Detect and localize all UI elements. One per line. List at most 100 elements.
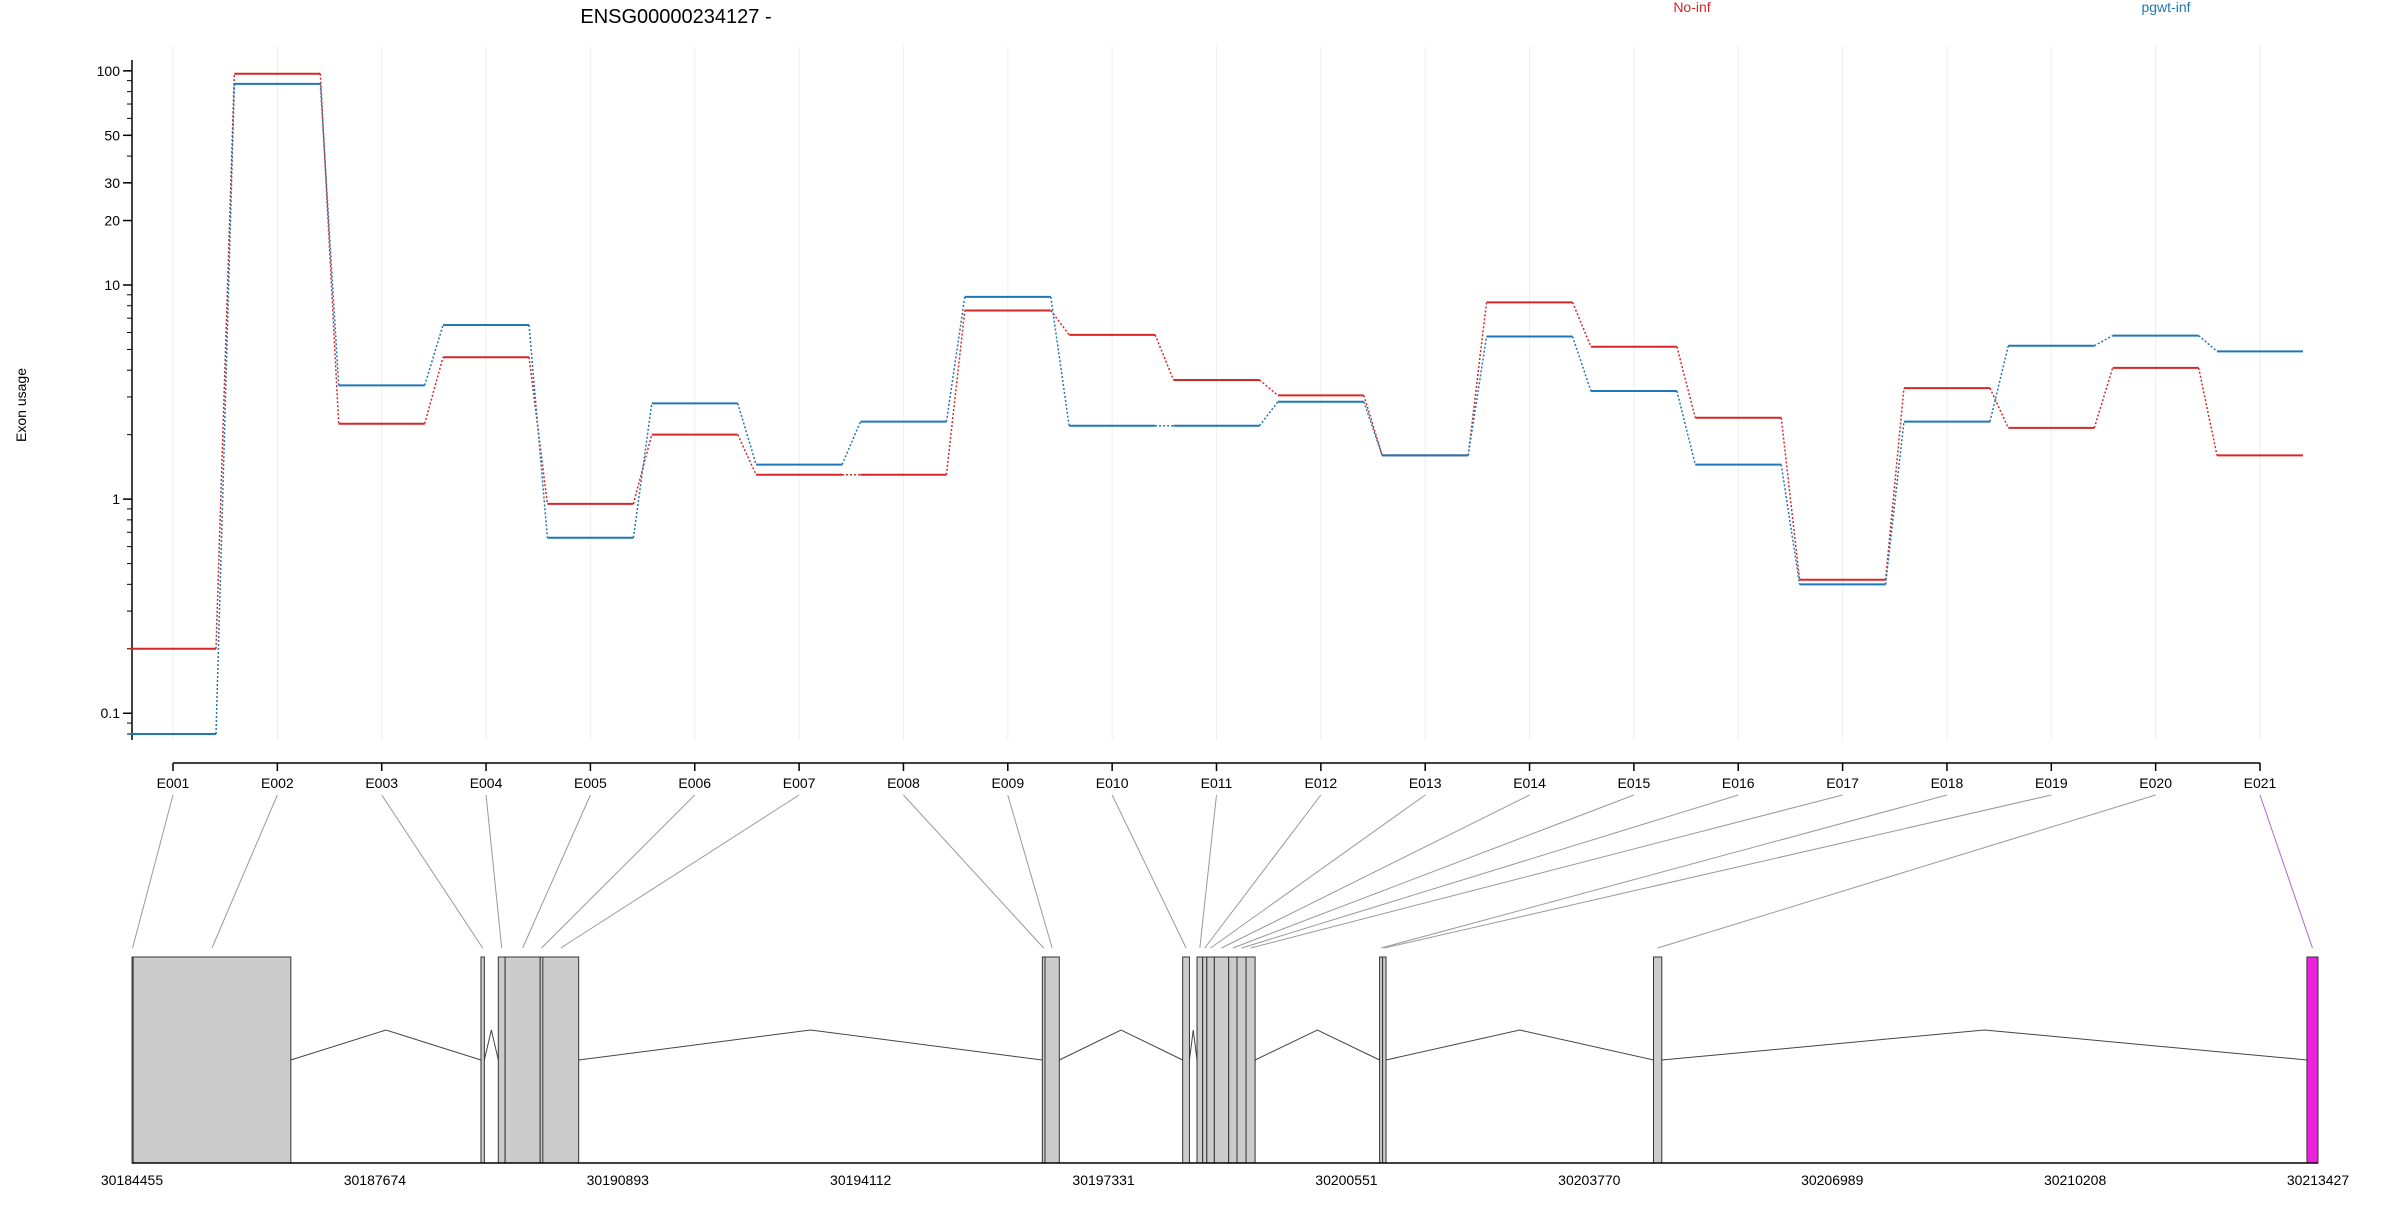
exon-box — [1196, 956, 1204, 1164]
series-transition — [1989, 387, 2009, 429]
intron — [1661, 1029, 2307, 1061]
exon-connector — [1221, 794, 1530, 949]
gene-model: 30184455 30187674 30190893 30194112 30197331… — [101, 956, 2350, 1188]
coord-tick-label: 30200551 — [1315, 1172, 1378, 1188]
coord-tick-label: 30213427 — [2287, 1172, 2350, 1188]
series-transition — [1154, 334, 1175, 381]
series-transition — [1780, 464, 1801, 585]
series-transition — [1363, 401, 1383, 456]
exon-box — [2306, 956, 2319, 1164]
x-tick-label: E015 — [1618, 775, 1651, 791]
exon-connector — [1241, 794, 1739, 949]
exon-box — [1245, 956, 1256, 1164]
coord-tick-label: 30206989 — [1801, 1172, 1864, 1188]
x-tick-label: E019 — [2035, 775, 2068, 791]
coord-tick-label: 30194112 — [830, 1172, 891, 1188]
legend-label-pgwt-inf: pgwt-inf — [2141, 0, 2190, 15]
series-transition — [632, 403, 653, 538]
series-transition — [945, 310, 966, 475]
exon-connector — [381, 794, 484, 949]
x-tick-label: E003 — [365, 775, 398, 791]
series-transition — [423, 324, 444, 386]
intron — [1254, 1029, 1380, 1061]
series-pgwt-inf — [130, 82, 2303, 735]
series-transition — [423, 357, 444, 424]
exon-box — [542, 956, 580, 1164]
series-transition — [1676, 390, 1696, 465]
exon-box — [1382, 956, 1387, 1164]
exon-connectors — [132, 794, 2313, 949]
x-tick-label: E014 — [1513, 775, 1546, 791]
x-tick-label: E009 — [991, 775, 1024, 791]
series-transition — [1780, 417, 1801, 580]
x-tick-label: E012 — [1304, 775, 1337, 791]
y-axis: 100 50 30 20 10 1 0.1 — [97, 60, 133, 740]
y-tick-label: 50 — [104, 127, 120, 143]
intron — [290, 1029, 482, 1061]
coord-tick-label: 30190893 — [587, 1172, 650, 1188]
intron — [1059, 1029, 1183, 1061]
exon-box — [1652, 956, 1663, 1164]
x-tick-label: E005 — [574, 775, 607, 791]
y-tick-label: 100 — [97, 63, 121, 79]
series-transition — [2093, 334, 2114, 347]
series-transition — [2197, 367, 2218, 456]
series-transition — [528, 324, 549, 538]
series-transition — [1676, 346, 1696, 418]
exon-connector — [1380, 794, 1948, 949]
intron — [483, 1029, 499, 1061]
exon-box — [1182, 956, 1190, 1164]
coord-tick-label: 30197331 — [1072, 1172, 1135, 1188]
x-tick-label: E018 — [1931, 775, 1964, 791]
x-tick-label: E006 — [678, 775, 711, 791]
series-transition — [1258, 401, 1279, 427]
series-transition — [737, 434, 757, 476]
x-tick-label: E021 — [2244, 775, 2277, 791]
exon-box — [1044, 956, 1060, 1164]
exon-connector — [132, 794, 174, 949]
exon-connector — [211, 794, 278, 949]
x-tick-label: E011 — [1201, 775, 1233, 791]
x-tick-label: E002 — [261, 775, 294, 791]
x-tick-label: E017 — [1826, 775, 1859, 791]
series-transition — [1467, 336, 1488, 456]
exon-connector — [541, 794, 696, 949]
exon-box — [1236, 956, 1247, 1164]
intron — [1188, 1029, 1198, 1061]
x-tick-label: E001 — [157, 775, 190, 791]
series-transition — [1467, 302, 1488, 456]
y-tick-label: 1 — [112, 491, 120, 507]
chart-title: ENSG00000234127 - — [580, 6, 771, 28]
vertical-grid — [172, 46, 2261, 740]
exon-connector — [560, 794, 800, 949]
exon-connector — [1007, 794, 1053, 949]
x-tick-label: E007 — [783, 775, 816, 791]
x-tick-label: E004 — [470, 775, 503, 791]
exon-connector — [1657, 794, 2156, 949]
series-lines — [130, 72, 2303, 735]
y-tick-label: 30 — [104, 175, 120, 191]
x-tick-label: E010 — [1096, 775, 1129, 791]
exon-connector — [485, 794, 503, 949]
series-transition — [1884, 388, 1905, 580]
exon-box — [1228, 956, 1238, 1164]
coord-tick-label: 30184455 — [101, 1172, 164, 1188]
series-transition — [2198, 335, 2218, 352]
coord-tick-label: 30210208 — [2044, 1172, 2107, 1188]
exon-box — [480, 956, 485, 1164]
exon-box — [132, 956, 292, 1164]
series-transition — [1363, 395, 1383, 456]
exon-connector — [1232, 794, 1635, 949]
y-tick-label: 0.1 — [101, 705, 121, 721]
exon-connector — [1384, 794, 2052, 949]
y-tick-label: 20 — [104, 213, 120, 229]
series-transition — [945, 296, 966, 422]
exon-connector — [1111, 794, 1187, 949]
series-transition — [1571, 336, 1592, 392]
y-tick-label: 10 — [104, 277, 120, 293]
exon-box — [497, 956, 506, 1164]
coord-tick-label: 30187674 — [344, 1172, 407, 1188]
series-transition — [2093, 367, 2114, 429]
exon-connector — [522, 794, 591, 949]
x-tick-label: E020 — [2139, 775, 2172, 791]
